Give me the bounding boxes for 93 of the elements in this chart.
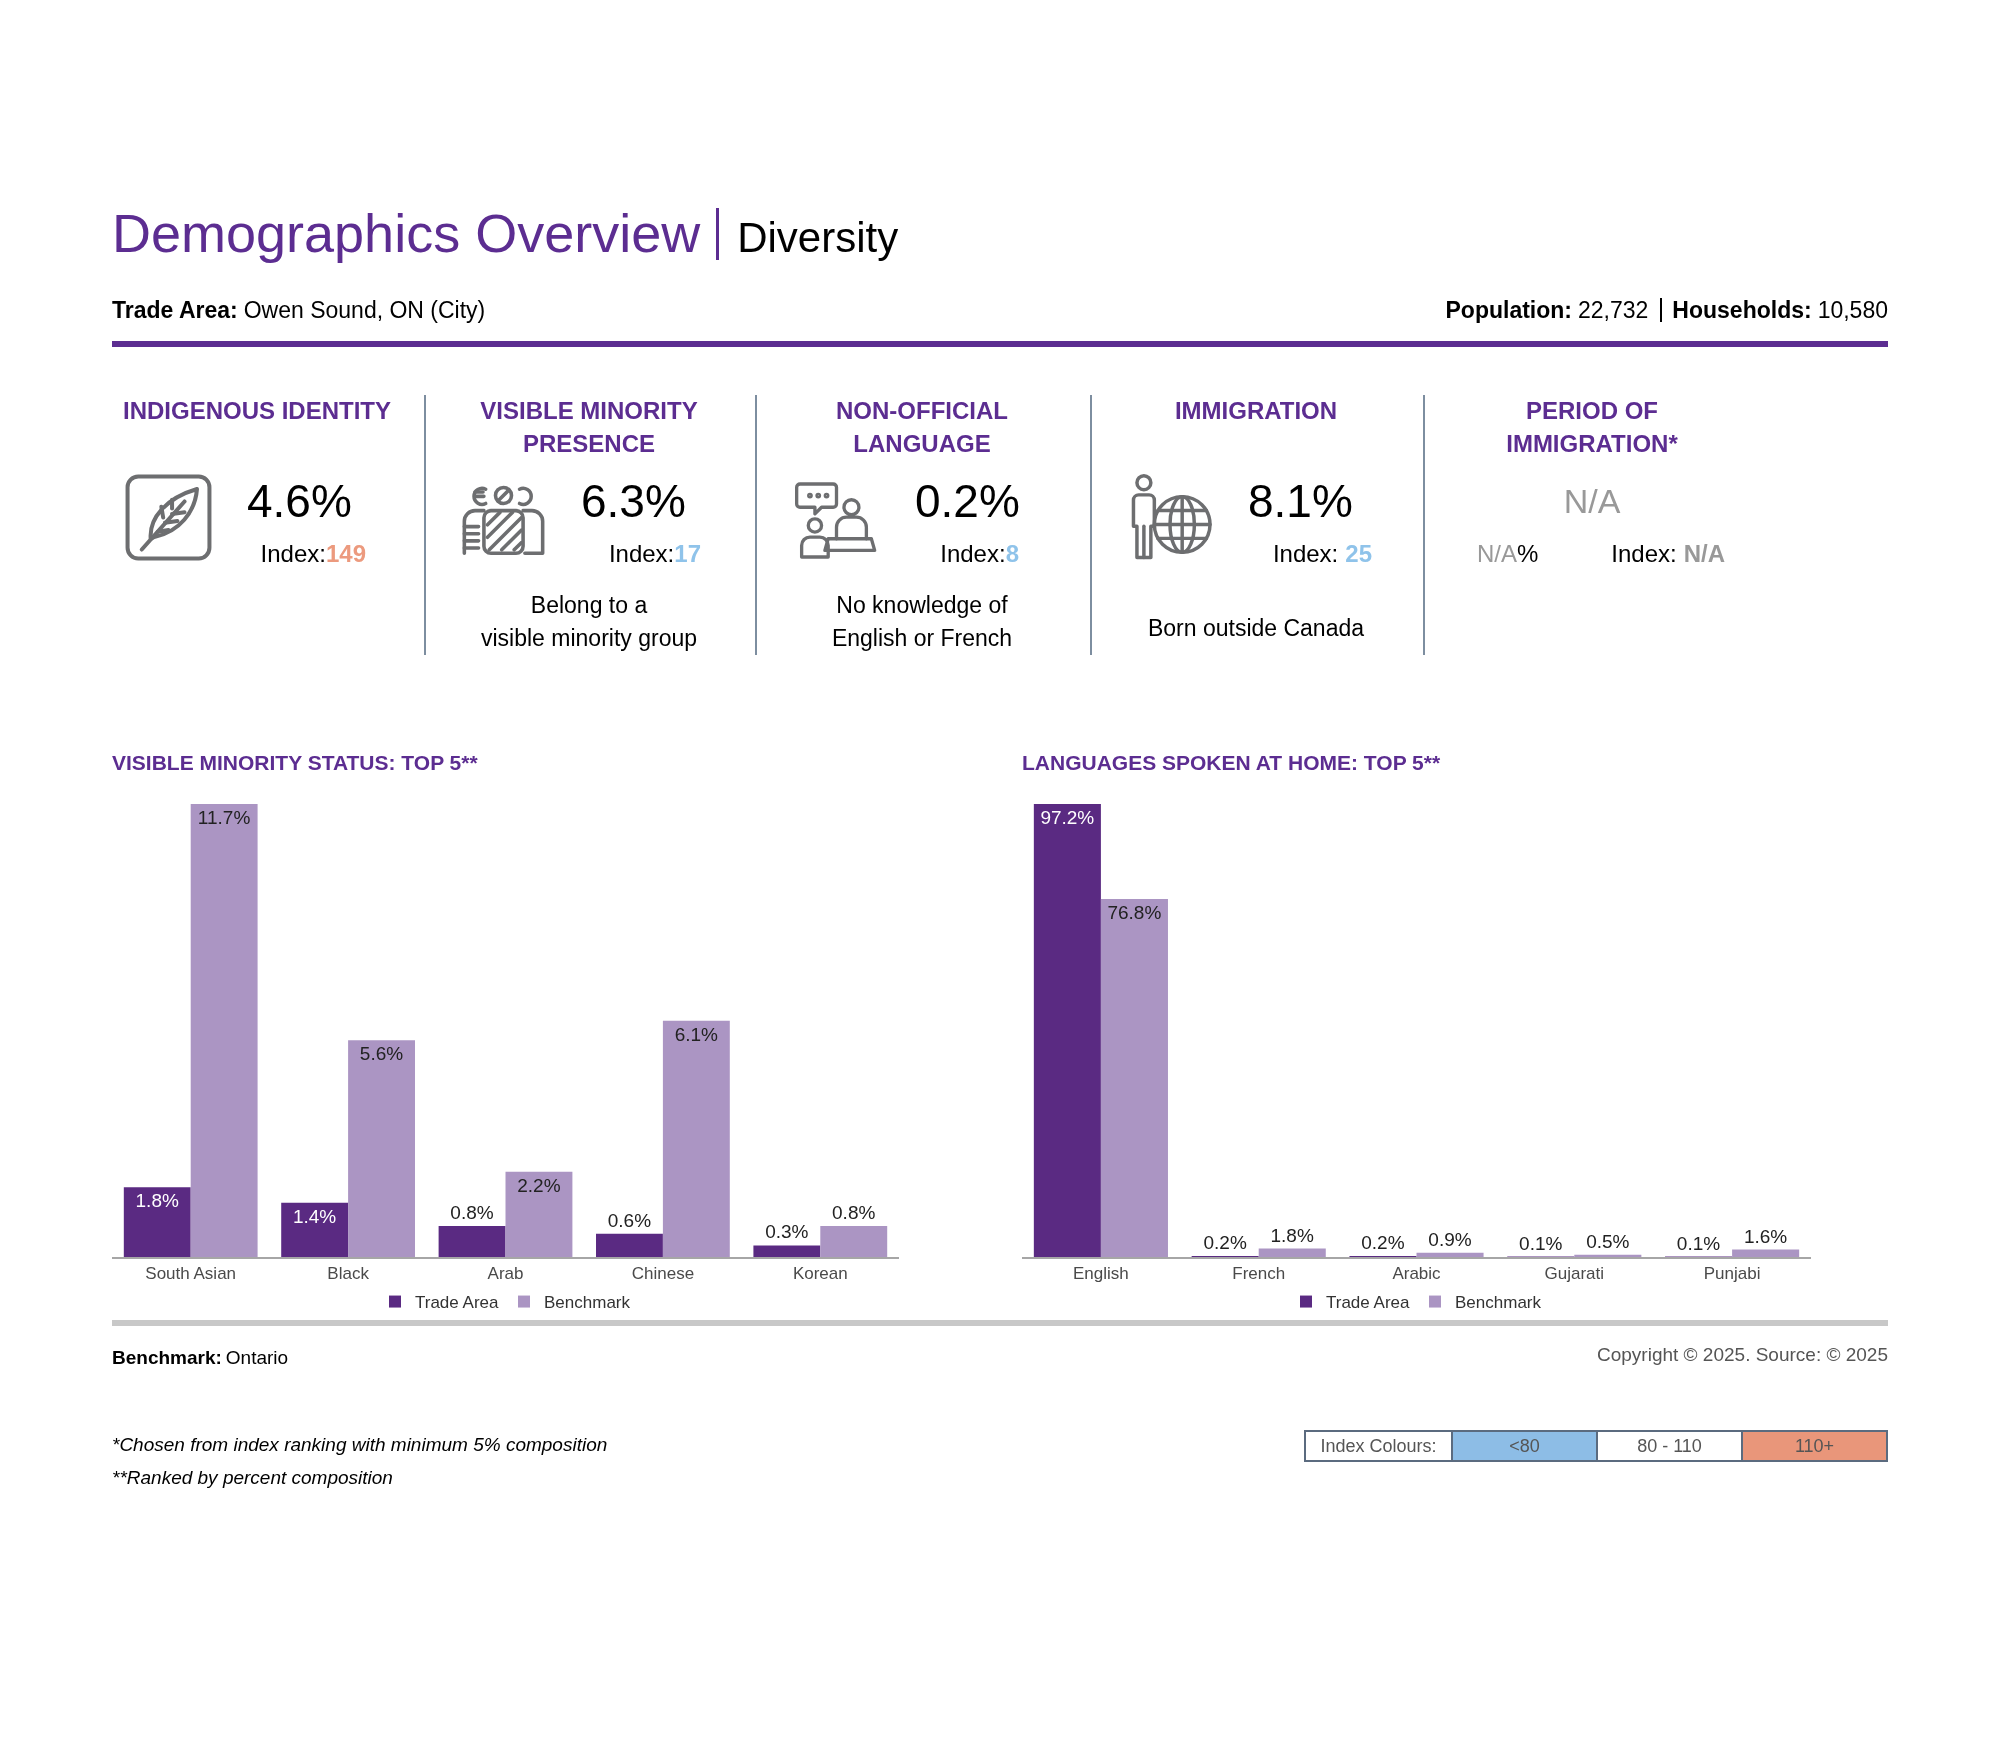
bar — [596, 1233, 663, 1257]
data-label: 6.1% — [674, 1023, 719, 1045]
x-tick-label: Chinese — [631, 1264, 695, 1284]
text: 0.2% — [915, 475, 1020, 527]
x-tick-label: English — [1073, 1264, 1129, 1284]
data-label: 0.5% — [1586, 1230, 1630, 1252]
bar — [1100, 899, 1168, 1257]
text: No knowledge of English or French — [831, 592, 1013, 651]
bar — [753, 1245, 821, 1257]
bar — [1033, 804, 1101, 1257]
text: 25 — [1345, 540, 1372, 567]
data-label: 1.4% — [292, 1205, 337, 1227]
x-tick-label: South Asian — [145, 1264, 237, 1284]
data-label: 1.8% — [135, 1190, 179, 1212]
text: Index: — [940, 540, 1006, 567]
data-label: 11.7% — [197, 807, 251, 828]
data-label: 0.1% — [1676, 1232, 1721, 1254]
x-tick-label: French — [1232, 1264, 1286, 1284]
x-tick-label: Korean — [792, 1264, 848, 1284]
bar — [438, 1226, 506, 1257]
data-label: 1.8% — [1270, 1224, 1314, 1246]
text: Index: — [1272, 540, 1339, 567]
data-label: 0.8% — [450, 1202, 494, 1224]
text: N/A — [1563, 482, 1621, 520]
text: INDIGENOUS IDENTITY — [122, 397, 392, 424]
data-label: 97.2% — [1040, 807, 1095, 828]
text: % — [1517, 540, 1539, 567]
x-tick-label: Arabic — [1392, 1264, 1442, 1284]
data-label: 0.9% — [1428, 1228, 1472, 1250]
text: Diversity — [737, 213, 899, 263]
text: 22,732 — [1578, 297, 1649, 323]
text: *Chosen from index ranking with minimum 5% composition — [112, 1434, 608, 1455]
data-label: 0.2% — [1203, 1232, 1247, 1254]
x-tick-label: Gujarati — [1544, 1264, 1605, 1284]
text: N/A — [1683, 540, 1725, 567]
bar — [348, 1040, 415, 1257]
x-tick-label: Arab — [487, 1264, 524, 1284]
x-tick-label: Black — [327, 1264, 370, 1284]
text: Copyright © 2025. Source: © 2025 — [1596, 1344, 1888, 1365]
text: NON-OFFICIAL LANGUAGE — [836, 397, 1008, 457]
text: 8.1% — [1248, 475, 1353, 527]
text: Benchmark: — [112, 1347, 222, 1368]
text: Born outside Canada — [1147, 615, 1365, 641]
text: Belong to a visible minority group — [480, 592, 698, 651]
data-label: 0.6% — [607, 1209, 652, 1231]
data-label: 0.1% — [1519, 1232, 1563, 1254]
data-label: 2.2% — [517, 1174, 561, 1196]
legend-label: Benchmark — [544, 1293, 631, 1313]
data-label: 0.3% — [765, 1221, 809, 1243]
legend-label: Benchmark — [1455, 1293, 1542, 1313]
text: N/A — [1477, 540, 1517, 567]
data-label: 1.6% — [1743, 1225, 1788, 1247]
bar — [190, 804, 258, 1257]
text: Households: — [1672, 297, 1812, 323]
text: Owen Sound, ON (City) — [243, 297, 486, 323]
text: Ontario — [225, 1347, 289, 1368]
legend-label: Trade Area — [1326, 1293, 1411, 1313]
text: IMMIGRATION — [1174, 397, 1338, 424]
text: Trade Area: — [112, 297, 238, 323]
bar — [820, 1226, 888, 1257]
bar — [662, 1020, 730, 1257]
bar — [123, 1187, 191, 1257]
text: Population: — [1445, 297, 1572, 323]
category-label: 110+ — [1741, 1432, 1886, 1460]
text: Index: — [608, 540, 675, 567]
bar — [1732, 1249, 1800, 1257]
text: Index: — [1611, 540, 1677, 567]
x-tick-label: Punjabi — [1703, 1264, 1761, 1284]
text: 8 — [1005, 540, 1019, 567]
bar — [505, 1171, 573, 1257]
text: 149 — [325, 540, 366, 567]
data-label: 0.2% — [1361, 1232, 1405, 1254]
category-label: 80 - 110 — [1596, 1432, 1741, 1460]
text: PERIOD OF IMMIGRATION* — [1506, 397, 1678, 457]
bar — [1416, 1252, 1484, 1257]
text: **Ranked by percent composition — [112, 1467, 393, 1488]
text: VISIBLE MINORITY PRESENCE — [480, 397, 698, 457]
bar — [1258, 1248, 1326, 1257]
data-label: 5.6% — [359, 1043, 404, 1065]
text: 17 — [674, 540, 701, 567]
text: Demographics Overview — [112, 203, 701, 263]
bar — [281, 1202, 349, 1257]
data-label: 76.8% — [1107, 902, 1162, 924]
data-label: 0.8% — [832, 1202, 876, 1224]
text: Index: — [260, 540, 326, 567]
legend-label: Trade Area — [415, 1293, 500, 1313]
chart-title: LANGUAGES SPOKEN AT HOME: TOP 5** — [1022, 751, 1441, 775]
text: 4.6% — [247, 475, 352, 527]
text: 6.3% — [581, 475, 686, 527]
chart-title: VISIBLE MINORITY STATUS: TOP 5** — [112, 751, 479, 775]
text: 10,580 — [1817, 297, 1888, 323]
legend-title: Index Colours: — [1306, 1432, 1451, 1460]
category-label: <80 — [1451, 1432, 1596, 1460]
